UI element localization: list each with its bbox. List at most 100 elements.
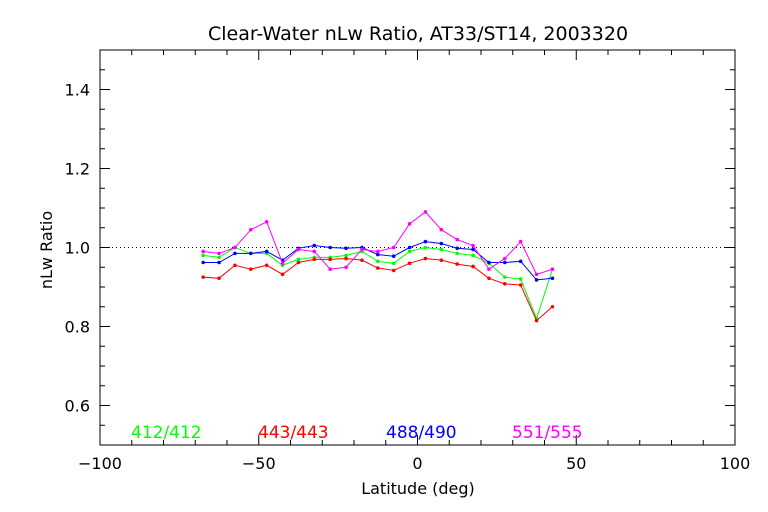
legend-entry: 488/490 — [386, 423, 457, 443]
data-point — [296, 257, 301, 262]
data-point — [518, 259, 523, 264]
data-point — [249, 227, 253, 232]
series-line — [203, 211, 553, 275]
plot-frame — [99, 49, 736, 446]
data-point — [439, 258, 444, 262]
data-point — [439, 227, 444, 232]
data-point — [233, 245, 237, 250]
data-point — [407, 261, 412, 266]
data-point — [233, 263, 237, 268]
data-point — [217, 276, 221, 281]
x-tick-label: 100 — [720, 454, 751, 473]
x-tick-label: −100 — [78, 454, 122, 473]
data-point — [296, 260, 301, 265]
data-point — [407, 245, 412, 250]
data-point — [391, 254, 396, 258]
data-point — [376, 252, 380, 257]
legend: 412/412 443/443 488/490 551/555 — [131, 423, 583, 443]
data-point — [344, 265, 348, 270]
data-point — [471, 253, 475, 258]
data-point — [360, 247, 364, 252]
data-point — [280, 272, 285, 277]
data-point — [407, 249, 412, 254]
data-point — [217, 260, 221, 265]
x-tick-label: −50 — [242, 454, 276, 473]
data-point — [296, 247, 301, 252]
data-point — [487, 276, 491, 281]
x-ticks: −100 −50 0 50 100 — [78, 50, 750, 473]
data-point — [455, 237, 459, 242]
x-tick-label: 0 — [412, 454, 422, 473]
data-point — [328, 257, 332, 262]
data-point — [376, 249, 380, 254]
data-point — [503, 275, 507, 279]
data-point — [391, 268, 396, 273]
series-group — [201, 210, 555, 323]
data-point — [312, 249, 317, 254]
data-point — [376, 259, 380, 264]
data-point — [249, 267, 253, 272]
data-point — [471, 243, 475, 248]
legend-entry: 412/412 — [131, 423, 202, 443]
series-line — [203, 246, 553, 321]
data-point — [201, 249, 205, 254]
x-tick-label: 50 — [566, 454, 586, 473]
y-tick-label: 0.8 — [65, 318, 90, 337]
y-tick-label: 1.2 — [65, 160, 90, 179]
data-point — [487, 260, 491, 265]
data-point — [534, 318, 539, 323]
data-point — [391, 245, 396, 250]
data-point — [201, 253, 205, 258]
data-point — [518, 239, 523, 244]
data-point — [407, 222, 412, 226]
data-point — [264, 220, 269, 224]
data-point — [471, 247, 475, 252]
data-point — [439, 247, 444, 252]
y-tick-label: 0.6 — [65, 397, 90, 416]
y-tick-label: 1.4 — [65, 81, 90, 100]
data-point — [471, 264, 475, 269]
data-point — [550, 304, 555, 309]
y-tick-label: 1.0 — [65, 239, 90, 258]
data-point — [201, 260, 205, 265]
data-point — [249, 251, 253, 256]
x-axis-label: Latitude (deg) — [361, 479, 475, 498]
data-point — [503, 256, 507, 261]
data-point — [312, 257, 317, 262]
data-point — [423, 239, 428, 244]
data-point — [344, 253, 348, 258]
data-point — [201, 275, 205, 279]
data-point — [264, 263, 269, 268]
data-point — [455, 251, 459, 256]
data-point — [534, 278, 539, 282]
y-ticks: 0.6 0.8 1.0 1.2 1.4 — [65, 49, 735, 446]
data-point — [217, 251, 221, 256]
data-point — [503, 260, 507, 265]
data-point — [280, 261, 285, 266]
data-point — [344, 256, 348, 261]
data-point — [264, 249, 269, 254]
data-point — [455, 246, 459, 251]
data-point — [550, 267, 555, 272]
data-point — [550, 276, 555, 281]
data-point — [217, 255, 221, 260]
data-point — [423, 210, 428, 214]
data-point — [423, 256, 428, 261]
data-point — [455, 262, 459, 266]
legend-entry: 443/443 — [258, 423, 329, 443]
data-point — [233, 251, 237, 256]
legend-entry: 551/555 — [512, 423, 583, 443]
chart-title: Clear-Water nLw Ratio, AT33/ST14, 200332… — [208, 23, 628, 45]
data-point — [328, 245, 332, 250]
data-point — [344, 246, 348, 251]
data-point — [518, 277, 523, 281]
data-point — [503, 282, 507, 286]
data-point — [518, 283, 523, 287]
data-point — [312, 243, 317, 248]
data-point — [487, 267, 491, 272]
data-point — [423, 245, 428, 250]
data-point — [391, 261, 396, 266]
data-point — [534, 272, 539, 277]
data-point — [360, 258, 364, 262]
